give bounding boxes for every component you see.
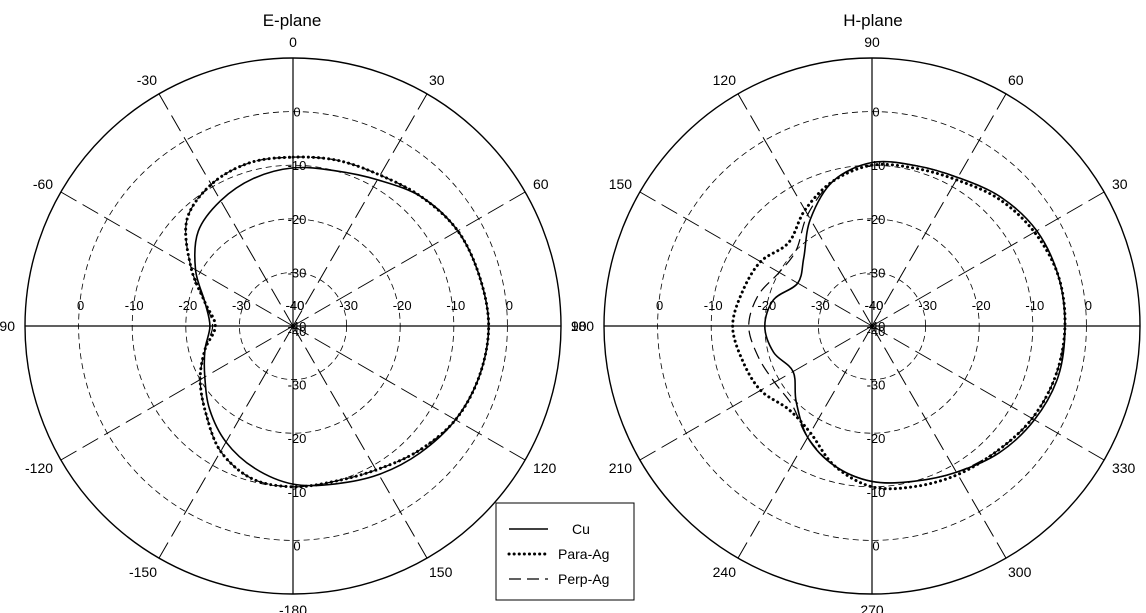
angle-label: 30 — [429, 72, 445, 88]
spoke-60 — [292, 191, 526, 327]
legend-item-para-ag: Para-Ag — [507, 546, 609, 562]
ring-label: -20 — [867, 212, 886, 227]
angle-label: 90 — [864, 34, 880, 50]
angle-label: -120 — [25, 460, 53, 476]
spoke-210 — [737, 325, 873, 559]
angle-label: 120 — [713, 72, 737, 88]
e-plane-plot: E-plane 0 30 60 90 120 150 -180 -150 -120 -90 -60 -… — [0, 11, 587, 613]
ring-label: 0 — [506, 298, 513, 313]
ring-label: -30 — [918, 298, 937, 313]
ring-label: -20 — [867, 431, 886, 446]
ring-label: -40 — [865, 298, 884, 313]
ring-label: -10 — [867, 485, 886, 500]
ring-label: -30 — [339, 298, 358, 313]
angle-label: 300 — [1008, 564, 1032, 580]
spoke-30 — [871, 93, 1007, 327]
ring-label: -40 — [867, 319, 886, 334]
h-plane-plot: H-plane 9060300330300270240210180150120-… — [571, 11, 1141, 613]
ring-label: -20 — [393, 298, 412, 313]
angle-label: 240 — [713, 564, 737, 580]
legend: Cu Para-Ag Perp-Ag — [495, 502, 635, 601]
ring-label: -30 — [867, 378, 886, 393]
spoke-240 — [639, 325, 873, 461]
ring-label: 0 — [872, 105, 879, 120]
ring-label: -20 — [178, 298, 197, 313]
angle-label: 150 — [429, 564, 453, 580]
angle-label: 150 — [609, 176, 633, 192]
ring-label: -40 — [286, 298, 305, 313]
legend-box — [495, 502, 635, 601]
angle-label: 90 — [571, 318, 587, 334]
legend-label-perp-ag: Perp-Ag — [558, 571, 609, 587]
legend-item-cu: Cu — [509, 521, 590, 537]
angle-label: -90 — [0, 318, 15, 334]
spoke-30 — [292, 93, 428, 327]
ring-label: 0 — [77, 298, 84, 313]
e-plane-labels: 0306090120150-180-150-120-90-60-30-40-40… — [0, 34, 587, 613]
ring-label: -10 — [446, 298, 465, 313]
ring-label: -20 — [288, 431, 307, 446]
angle-label: 270 — [860, 602, 884, 613]
spoke-120 — [292, 325, 526, 461]
spoke-240 — [60, 325, 294, 461]
angle-label: -180 — [279, 602, 307, 613]
ring-label: -20 — [288, 212, 307, 227]
angle-label: 30 — [1112, 176, 1128, 192]
ring-label: -30 — [288, 265, 307, 280]
spoke-300 — [639, 191, 873, 327]
angle-label: 0 — [289, 34, 297, 50]
angle-label: 120 — [533, 460, 557, 476]
spoke-150 — [292, 325, 428, 559]
ring-label: 0 — [1085, 298, 1092, 313]
series-perp-ag — [185, 156, 490, 488]
spoke-60 — [871, 191, 1105, 327]
ring-label: -40 — [288, 324, 307, 339]
ring-label: 0 — [656, 298, 663, 313]
series-perp-ag — [748, 160, 1066, 484]
ring-label: -10 — [288, 485, 307, 500]
e-plane-title: E-plane — [263, 11, 322, 30]
ring-label: -30 — [232, 298, 251, 313]
ring-label: -40 — [288, 319, 307, 334]
legend-label-para-ag: Para-Ag — [558, 546, 609, 562]
angle-label: -150 — [129, 564, 157, 580]
ring-label: -20 — [972, 298, 991, 313]
ring-label: 0 — [293, 105, 300, 120]
angle-label: 210 — [609, 460, 633, 476]
legend-label-cu: Cu — [572, 521, 590, 537]
ring-label: -10 — [704, 298, 723, 313]
ring-label: -10 — [1025, 298, 1044, 313]
angle-label: 180 — [571, 318, 595, 334]
ring-label: -40 — [286, 298, 305, 313]
spoke-330 — [158, 93, 294, 327]
angle-label: -60 — [33, 176, 53, 192]
ring-label: -10 — [867, 158, 886, 173]
angle-label: -30 — [137, 72, 157, 88]
ring-label: -40 — [865, 298, 884, 313]
h-plane-labels: 9060300330300270240210180150120-40-40-40… — [571, 34, 1136, 613]
series-para-ag — [184, 155, 491, 489]
ring-label: -30 — [867, 265, 886, 280]
ring-label: -20 — [757, 298, 776, 313]
angle-label: 330 — [1112, 460, 1136, 476]
ring-label: -30 — [288, 378, 307, 393]
ring-label: -40 — [867, 324, 886, 339]
ring-label: -30 — [811, 298, 830, 313]
h-plane-grid — [603, 57, 1141, 595]
e-plane-series — [184, 155, 491, 489]
spoke-120 — [871, 325, 1105, 461]
ring-label: 0 — [872, 538, 879, 553]
legend-item-perp-ag: Perp-Ag — [509, 571, 609, 587]
spoke-150 — [871, 325, 1007, 559]
ring-label: -10 — [288, 158, 307, 173]
h-plane-series — [731, 160, 1067, 491]
spoke-300 — [60, 191, 294, 327]
series-para-ag — [731, 162, 1067, 491]
angle-label: 60 — [533, 176, 549, 192]
h-plane-title: H-plane — [843, 11, 903, 30]
ring-label: -10 — [125, 298, 144, 313]
ring-label: 0 — [293, 538, 300, 553]
angle-label: 60 — [1008, 72, 1024, 88]
